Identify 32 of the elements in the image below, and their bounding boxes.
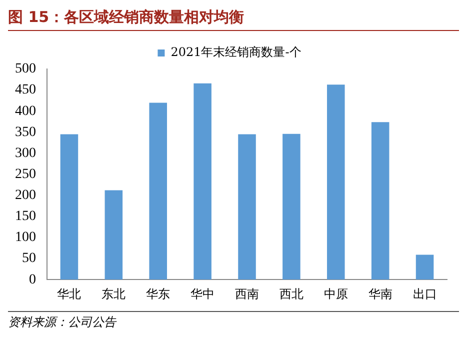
bar (327, 84, 345, 280)
bar (149, 102, 167, 280)
x-tick-label: 出口 (412, 286, 437, 301)
x-tick-label: 华中 (190, 286, 215, 301)
bar (371, 122, 390, 280)
y-tick-label: 150 (15, 209, 36, 224)
bar (416, 254, 434, 280)
y-tick-label: 500 (15, 62, 36, 77)
x-tick-label: 中原 (324, 286, 348, 301)
bar (60, 134, 78, 280)
y-tick-label: 250 (15, 166, 36, 182)
x-tick-label: 西南 (235, 286, 259, 301)
bar (194, 83, 212, 280)
y-tick-label: 50 (22, 251, 36, 266)
x-tick-label: 华南 (368, 286, 392, 301)
y-tick-label: 100 (15, 230, 36, 246)
x-tick-label: 华北 (57, 286, 82, 301)
y-tick-label: 200 (15, 188, 36, 204)
y-tick-label: 450 (15, 82, 36, 98)
bar (104, 190, 123, 280)
x-tick-label: 华东 (146, 286, 170, 301)
bar (238, 134, 256, 280)
x-tick-label: 西北 (279, 286, 304, 301)
y-tick-label: 350 (15, 124, 36, 140)
bar (282, 134, 300, 280)
legend-label: 2021年末经销商数量-个 (170, 45, 302, 60)
y-tick-label: 400 (15, 104, 36, 119)
chart-title: 图 15：各区域经销商数量相对均衡 (8, 8, 459, 31)
y-tick-label: 300 (15, 146, 36, 161)
x-tick-label: 东北 (102, 286, 126, 301)
text: 资料来源：公司公告 (8, 311, 459, 331)
y-tick-label: 0 (29, 272, 36, 288)
